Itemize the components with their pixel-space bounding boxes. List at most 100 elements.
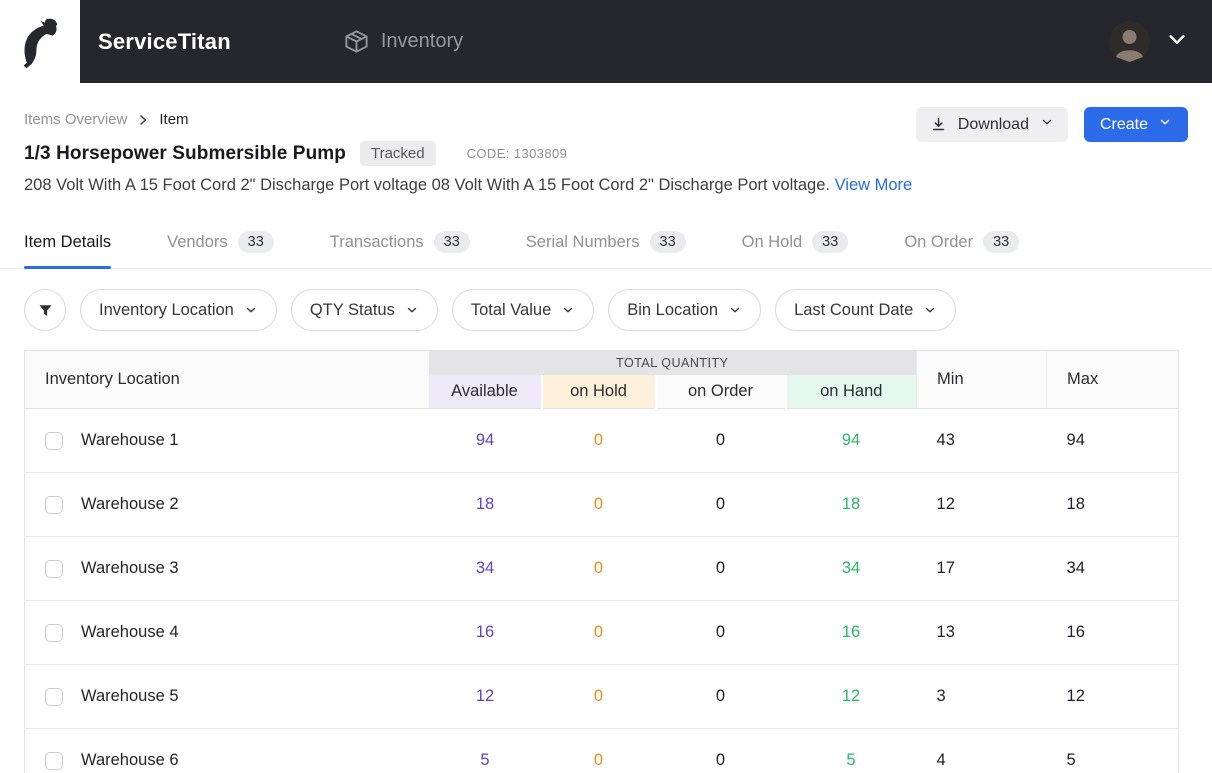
- on-order-value: 0: [655, 472, 786, 537]
- tab-on-order[interactable]: On Order 33: [904, 231, 1020, 268]
- servicetitan-knight-icon: [23, 17, 58, 68]
- filter-pill-label: Total Value: [470, 300, 552, 319]
- column-header-on-order: on Order: [654, 374, 786, 409]
- available-value[interactable]: 5: [428, 728, 542, 773]
- row-checkbox[interactable]: [45, 559, 63, 578]
- on-hold-value[interactable]: 0: [541, 472, 656, 537]
- user-menu-caret[interactable]: [1166, 28, 1188, 55]
- filter-qty-status[interactable]: QTY Status: [290, 289, 438, 331]
- column-group-total-quantity: TOTAL QUANTITY: [428, 350, 917, 375]
- on-hold-value[interactable]: 0: [541, 600, 656, 665]
- on-hand-value[interactable]: 94: [785, 408, 917, 473]
- min-value: 17: [916, 536, 1047, 601]
- inventory-location-table: Inventory Location TOTAL QUANTITY Min Ma…: [24, 350, 1180, 773]
- on-hand-value[interactable]: 16: [785, 600, 917, 665]
- filter-pill-label: Bin Location: [627, 300, 719, 319]
- column-header-available: Available: [428, 374, 542, 409]
- available-value[interactable]: 34: [428, 536, 542, 601]
- funnel-icon: [38, 304, 52, 316]
- on-hold-value[interactable]: 0: [541, 664, 656, 729]
- view-more-link[interactable]: View More: [834, 176, 913, 194]
- on-hand-value[interactable]: 18: [785, 472, 917, 537]
- row-checkbox[interactable]: [45, 495, 63, 514]
- tab-count-badge: 33: [433, 231, 470, 253]
- avatar-photo: [1109, 21, 1150, 62]
- on-order-value: 0: [655, 536, 786, 601]
- on-hand-value[interactable]: 5: [785, 728, 917, 773]
- tab-count-badge: 33: [649, 231, 686, 253]
- row-checkbox[interactable]: [45, 751, 63, 770]
- on-hand-value[interactable]: 12: [785, 664, 917, 729]
- available-value[interactable]: 94: [428, 408, 542, 473]
- table-row: Warehouse 3 34 0 0 34 17 34: [24, 536, 1179, 601]
- tab-vendors[interactable]: Vendors 33: [167, 231, 274, 268]
- package-cube-icon: [345, 30, 368, 53]
- table-row: Warehouse 4 16 0 0 16 13 16: [24, 600, 1179, 665]
- tab-bar: Item Details Vendors 33 Transactions 33 …: [0, 195, 1212, 269]
- tab-serial-numbers[interactable]: Serial Numbers 33: [526, 231, 686, 268]
- filter-last-count-date[interactable]: Last Count Date: [775, 289, 957, 331]
- available-value[interactable]: 16: [428, 600, 542, 665]
- table-row: Warehouse 5 12 0 0 12 3 12: [24, 664, 1179, 729]
- column-header-on-hand: on Hand: [784, 374, 917, 409]
- top-navbar: ServiceTitan Inventory: [0, 0, 1212, 83]
- filter-total-value[interactable]: Total Value: [451, 289, 595, 331]
- row-checkbox[interactable]: [45, 623, 63, 642]
- create-caret-icon: [1158, 115, 1172, 134]
- download-caret-icon: [1040, 115, 1054, 134]
- tab-label: Transactions: [329, 232, 424, 251]
- filter-pill-label: QTY Status: [309, 300, 395, 319]
- app-name-label: Inventory: [380, 30, 464, 52]
- chevron-down-icon: [407, 307, 417, 313]
- min-value: 12: [916, 472, 1047, 537]
- create-button-label: Create: [1099, 115, 1148, 133]
- max-value: 18: [1046, 472, 1179, 537]
- row-checkbox[interactable]: [45, 431, 63, 450]
- table-row: Warehouse 1 94 0 0 94 43 94: [24, 408, 1179, 473]
- page-title: 1/3 Horsepower Submersible Pump: [24, 142, 346, 164]
- min-value: 43: [916, 408, 1047, 473]
- tab-count-badge: 33: [812, 231, 849, 253]
- chevron-down-icon: [926, 307, 935, 313]
- location-name: Warehouse 6: [81, 751, 179, 769]
- app-switcher-inventory[interactable]: Inventory: [343, 28, 463, 55]
- on-order-value: 0: [655, 664, 786, 729]
- column-header-min: Min: [916, 350, 1047, 409]
- table-row: Warehouse 6 5 0 0 5 4 5: [24, 728, 1179, 773]
- breadcrumb-items-overview[interactable]: Items Overview: [24, 111, 128, 128]
- location-name: Warehouse 4: [81, 623, 179, 641]
- filter-button[interactable]: [24, 289, 66, 331]
- tab-label: On Hold: [741, 232, 803, 251]
- max-value: 5: [1046, 728, 1179, 773]
- create-button[interactable]: Create: [1083, 107, 1188, 142]
- item-code-label: CODE: 1303809: [466, 146, 568, 161]
- max-value: 34: [1046, 536, 1179, 601]
- tracked-badge: Tracked: [359, 141, 436, 166]
- on-hold-value[interactable]: 0: [541, 536, 656, 601]
- tab-item-details[interactable]: Item Details: [24, 231, 112, 269]
- row-checkbox[interactable]: [45, 687, 63, 706]
- available-value[interactable]: 18: [428, 472, 542, 537]
- tab-transactions[interactable]: Transactions 33: [330, 231, 470, 268]
- filter-pill-label: Inventory Location: [99, 300, 234, 319]
- on-hand-value[interactable]: 34: [785, 536, 917, 601]
- chevron-down-icon: [246, 307, 256, 313]
- download-button[interactable]: Download: [915, 107, 1068, 142]
- filter-pill-label: Last Count Date: [794, 300, 914, 319]
- tab-on-hold[interactable]: On Hold 33: [742, 231, 849, 268]
- column-header-inventory-location: Inventory Location: [24, 350, 429, 409]
- item-description-text: 208 Volt With A 15 Foot Cord 2" Discharg…: [24, 176, 830, 194]
- chevron-down-icon: [730, 307, 740, 313]
- location-name: Warehouse 1: [81, 431, 179, 449]
- max-value: 12: [1046, 664, 1179, 729]
- on-hold-value[interactable]: 0: [541, 408, 656, 473]
- filter-inventory-location[interactable]: Inventory Location: [80, 289, 277, 331]
- tab-label: Serial Numbers: [525, 232, 640, 251]
- user-avatar[interactable]: [1109, 21, 1150, 62]
- chevron-right-icon: [137, 114, 149, 126]
- available-value[interactable]: 12: [428, 664, 542, 729]
- on-hold-value[interactable]: 0: [541, 728, 656, 773]
- servicetitan-logo[interactable]: [0, 0, 80, 83]
- filter-bin-location[interactable]: Bin Location: [608, 289, 762, 331]
- tab-label: Item Details: [24, 232, 112, 251]
